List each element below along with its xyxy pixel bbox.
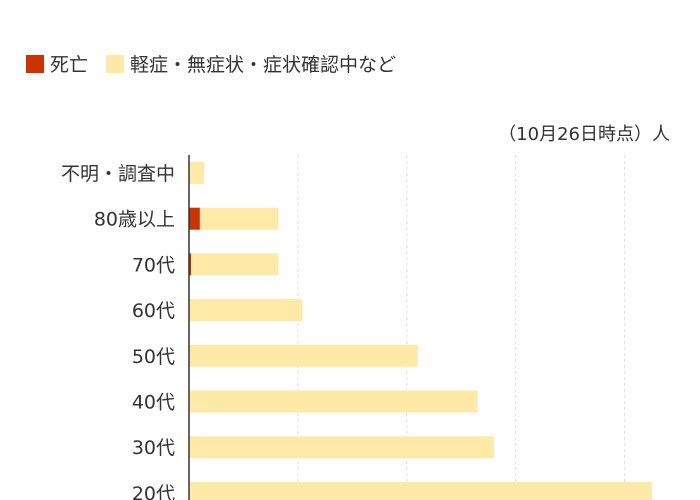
legend-item-mild: 軽症・無症状・症状確認中など <box>106 50 396 77</box>
bar-mild <box>189 436 494 459</box>
category-label: 不明・調査中 <box>61 163 175 185</box>
as-of-note: （10月26日時点）人 <box>498 124 670 145</box>
legend: 死亡 軽症・無症状・症状確認中など <box>26 50 414 77</box>
category-label: 70代 <box>132 254 175 276</box>
bar-mild <box>189 390 478 413</box>
legend-label-death: 死亡 <box>50 54 89 76</box>
bar-mild <box>189 481 652 500</box>
category-label: 30代 <box>132 437 175 459</box>
category-label: 20代 <box>132 483 175 500</box>
legend-item-death: 死亡 <box>26 50 88 77</box>
bar-mild <box>189 162 205 184</box>
legend-swatch-death <box>26 54 44 73</box>
bar-mild <box>189 299 303 322</box>
bar-mild <box>189 344 418 367</box>
bar-mild <box>191 253 279 276</box>
category-label: 60代 <box>132 300 175 322</box>
legend-swatch-mild <box>106 54 125 73</box>
category-label: 50代 <box>132 346 175 368</box>
bar-mild <box>199 207 279 230</box>
bar-death <box>189 207 200 230</box>
legend-label-mild: 軽症・無症状・症状確認中など <box>130 54 397 76</box>
category-label: 40代 <box>132 392 175 414</box>
bar-death <box>189 253 192 276</box>
category-label: 80歳以上 <box>94 209 175 231</box>
